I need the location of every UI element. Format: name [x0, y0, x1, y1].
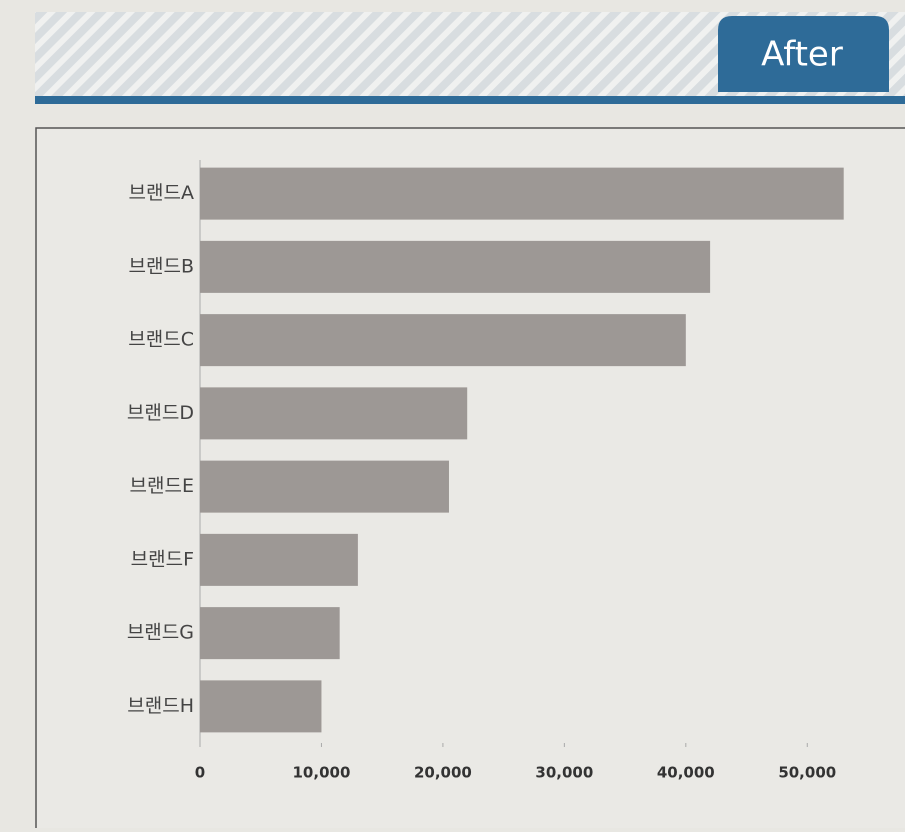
y-tick-label: 브랜드D [127, 402, 194, 424]
x-tick-label: 0 [195, 764, 205, 782]
y-tick-label: 브랜드E [130, 475, 194, 497]
x-tick-label: 30,000 [535, 764, 593, 782]
bar [200, 167, 844, 220]
y-tick-label: 브랜드H [127, 695, 194, 717]
y-tick-label: 브랜드A [129, 182, 194, 204]
bar [200, 240, 711, 293]
x-tick-label: 40,000 [657, 764, 715, 782]
y-tick-label: 브랜드G [127, 622, 194, 644]
x-tick-label: 20,000 [414, 764, 472, 782]
y-tick-label: 브랜드B [129, 255, 194, 277]
x-tick-label: 50,000 [778, 764, 836, 782]
bar [200, 387, 468, 440]
bar [200, 460, 449, 513]
x-tick-label: 10,000 [293, 764, 351, 782]
badge-text: After [761, 35, 843, 75]
bar [200, 533, 358, 586]
bar [200, 314, 686, 367]
badge-tab [718, 16, 889, 92]
y-tick-label: 브랜드F [131, 548, 194, 570]
bar [200, 607, 340, 660]
bar [200, 680, 322, 733]
y-tick-label: 브랜드C [128, 329, 194, 351]
header-rule [35, 96, 905, 104]
